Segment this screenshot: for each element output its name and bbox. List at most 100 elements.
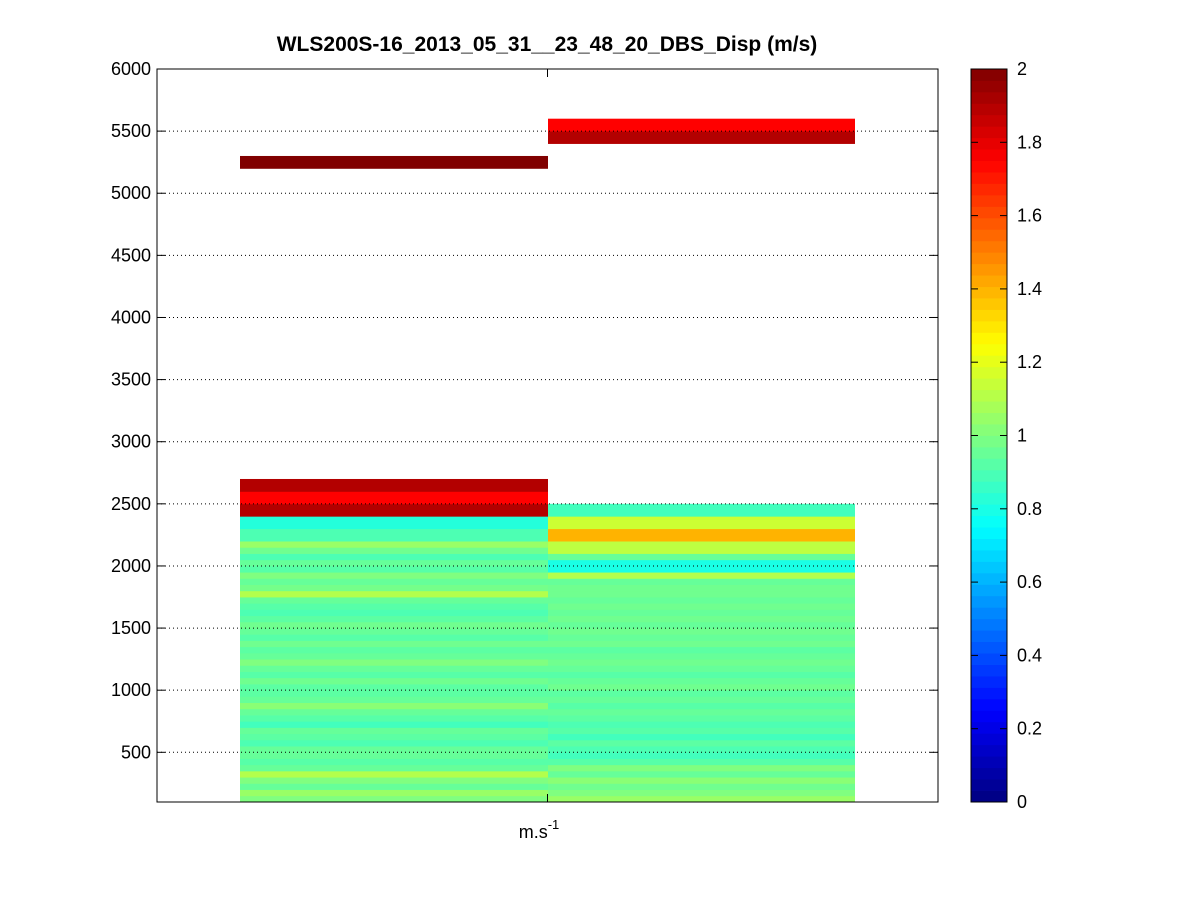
heatmap-cell: [548, 739, 855, 747]
colorbar-swatch: [971, 252, 1007, 265]
colorbar-swatch: [971, 91, 1007, 104]
colorbar-swatch: [971, 492, 1007, 505]
heatmap-cell: [548, 665, 855, 672]
colorbar-swatch: [971, 584, 1007, 597]
heatmap-cell: [548, 634, 855, 641]
colorbar-swatch: [971, 515, 1007, 528]
y-tick-label: 2000: [111, 556, 151, 576]
heatmap-cell: [548, 696, 855, 704]
heatmap-cell: [240, 702, 548, 710]
colorbar-swatch: [971, 366, 1007, 379]
heatmap-cell: [240, 715, 548, 722]
y-tick-label: 500: [121, 742, 151, 762]
colorbar-swatch: [971, 412, 1007, 425]
heatmap-cell: [240, 758, 548, 766]
heatmap-cell: [548, 764, 855, 772]
heatmap-cell: [548, 683, 855, 691]
colorbar: 0 0.2 0.4 0.6 0.8 1 1.2 1.4 1.6 1.8 2: [970, 59, 1042, 812]
colorbar-swatch: [971, 103, 1007, 116]
colorbar-tick-label: 0.2: [1017, 719, 1042, 739]
colorbar-tick-label: 1: [1017, 426, 1027, 446]
heatmap-cell: [548, 131, 855, 144]
heatmap-cell: [548, 789, 855, 797]
colorbar-swatch: [971, 401, 1007, 413]
heatmap-cell: [548, 795, 855, 803]
heatmap-cells: [240, 118, 855, 803]
y-tick-label: 6000: [111, 59, 151, 79]
heatmap-cell: [240, 559, 548, 567]
colorbar-swatch: [971, 263, 1007, 276]
heatmap-cell: [548, 708, 855, 716]
heatmap-cell: [240, 659, 548, 666]
heatmap-cell: [548, 572, 855, 579]
heatmap-cell: [548, 721, 855, 728]
heatmap-cell: [240, 696, 548, 704]
colorbar-swatch: [971, 343, 1007, 356]
y-tick-label: 1500: [111, 618, 151, 638]
heatmap-cell: [240, 628, 548, 635]
heatmap-cell: [548, 516, 855, 530]
heatmap-cell: [240, 516, 548, 530]
heatmap-cell: [548, 603, 855, 610]
colorbar-swatch: [971, 653, 1007, 665]
heatmap-cell: [240, 478, 548, 492]
chart-title: WLS200S-16_2013_05_31__23_48_20_DBS_Disp…: [277, 33, 818, 56]
colorbar-swatch: [971, 618, 1007, 631]
heatmap-cell: [548, 578, 855, 585]
heatmap-cell: [240, 634, 548, 641]
heatmap-cell: [240, 727, 548, 735]
colorbar-swatch: [971, 332, 1007, 345]
colorbar-tick-label: 1.6: [1017, 206, 1042, 226]
y-tick-label: 2500: [111, 494, 151, 514]
colorbar-swatch: [971, 126, 1007, 139]
heatmap-cell: [240, 770, 548, 778]
colorbar-swatch: [971, 286, 1007, 299]
heatmap-cell: [548, 553, 855, 561]
heatmap-cell: [240, 578, 548, 585]
colorbar-swatch: [971, 114, 1007, 127]
heatmap-cell: [240, 572, 548, 579]
colorbar-swatch: [971, 481, 1007, 494]
heatmap-cell: [548, 783, 855, 790]
colorbar-swatch: [971, 538, 1007, 551]
colorbar-swatch: [971, 561, 1007, 574]
colorbar-swatch: [971, 298, 1007, 310]
colorbar-swatch: [971, 550, 1007, 562]
heatmap-cell: [548, 671, 855, 679]
heatmap-cell: [240, 777, 548, 784]
colorbar-swatch: [971, 172, 1007, 184]
heatmap-cell: [548, 528, 855, 542]
colorbar-tick-label: 0: [1017, 792, 1027, 812]
colorbar-swatch: [971, 355, 1007, 368]
heatmap-cell: [240, 541, 548, 548]
heatmap-cell: [548, 597, 855, 604]
y-axis: 500 1000 1500 2000 2500 3000 3500 4000 4500 5000 5…: [111, 59, 938, 802]
colorbar-swatch: [971, 80, 1007, 93]
heatmap-cell: [548, 646, 855, 654]
heatmap-cell: [548, 746, 855, 753]
heatmap-cell: [240, 708, 548, 716]
colorbar-swatch: [971, 721, 1007, 734]
colorbar-swatch: [971, 206, 1007, 219]
heatmap-cell: [240, 671, 548, 679]
x-axis-label: m.s-1: [519, 817, 560, 842]
heatmap-cell: [240, 584, 548, 592]
heatmap-cell: [240, 739, 548, 747]
colorbar-swatch: [971, 469, 1007, 482]
heatmap-cell: [240, 565, 548, 573]
heatmap-cell: [240, 764, 548, 772]
heatmap-cell: [240, 553, 548, 561]
heatmap-cell: [240, 646, 548, 654]
colorbar-swatch: [971, 744, 1007, 757]
colorbar-swatch: [971, 664, 1007, 677]
heatmap-cell: [240, 721, 548, 728]
x-axis-label-superscript: -1: [548, 817, 560, 832]
colorbar-tick-label: 1.2: [1017, 352, 1042, 372]
colorbar-tick-label: 0.4: [1017, 645, 1042, 665]
colorbar-swatch: [971, 698, 1007, 711]
colorbar-swatch: [971, 458, 1007, 471]
colorbar-tick-label: 1.8: [1017, 132, 1042, 152]
colorbar-swatch: [971, 676, 1007, 688]
